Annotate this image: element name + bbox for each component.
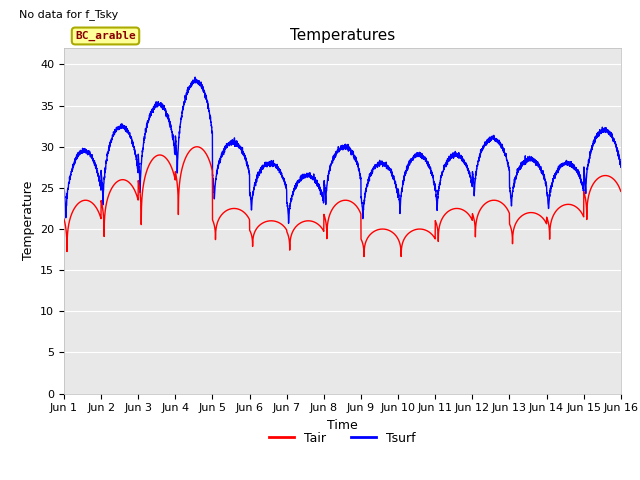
Tsurf [499,145,507,151]
Tsurf [191,74,199,80]
Tsurf [60,186,68,192]
Tsurf [468,178,476,184]
Tair [360,253,368,259]
Tair [60,216,68,222]
Tsurf [285,220,292,226]
Line: Tair: Tair [64,147,621,256]
Text: No data for f_Tsky: No data for f_Tsky [19,10,118,20]
Tsurf [616,161,624,167]
Tair [616,187,624,193]
Line: Tsurf: Tsurf [64,77,621,223]
Tair [499,201,507,207]
Tsurf [436,178,444,183]
Legend: Tair, Tsurf: Tair, Tsurf [264,427,420,450]
Tair [436,219,444,225]
Tair [468,216,476,221]
Y-axis label: Temperature: Temperature [22,181,35,261]
X-axis label: Time: Time [327,419,358,432]
Title: Temperatures: Temperatures [290,28,395,43]
Tsurf [617,164,625,170]
Tair [193,144,201,150]
Tair [322,218,330,224]
Tair [617,189,625,194]
Text: BC_arable: BC_arable [75,31,136,41]
Tsurf [322,201,330,206]
Tsurf [160,103,168,108]
Tair [160,154,168,159]
